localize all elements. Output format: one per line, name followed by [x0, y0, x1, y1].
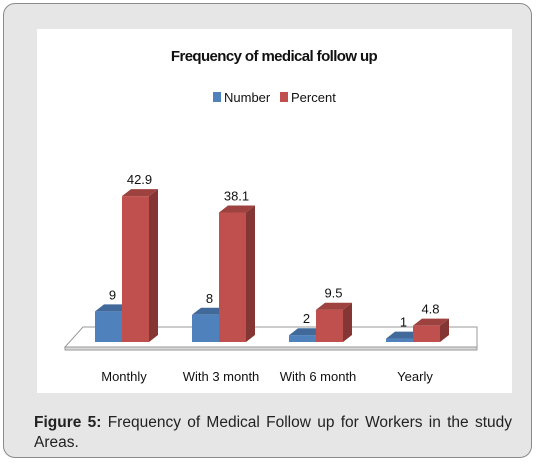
floor-edge	[64, 346, 478, 351]
legend-swatch-percent	[280, 92, 288, 102]
data-label-percent-yearly: 4.8	[421, 302, 439, 317]
legend-label-percent: Percent	[291, 90, 336, 105]
data-label-percent-with-3-month: 38.1	[224, 188, 249, 203]
data-label-number-monthly: 9	[109, 287, 116, 302]
labels-layer: 9 42.9 Monthly 8 38.1 With 3 month 2 9.5 With 6 …	[101, 172, 439, 384]
bar-front	[192, 314, 219, 342]
bar-top	[219, 205, 255, 213]
chart-legend: Number Percent	[213, 90, 336, 105]
figure-card: Frequency of medical follow up Number Pe…	[3, 3, 532, 458]
bar-front	[386, 338, 413, 342]
bar-side	[343, 302, 352, 342]
data-label-number-yearly: 1	[400, 315, 407, 330]
bar-front	[219, 212, 246, 342]
bar-percent-monthly	[122, 189, 158, 342]
chart-title: Frequency of medical follow up	[171, 48, 378, 65]
bar-top	[122, 189, 158, 197]
bar-top	[316, 302, 352, 310]
data-label-number-with-6-month: 2	[303, 311, 310, 326]
bar-front	[95, 311, 122, 342]
bar-side	[246, 205, 255, 342]
bar-percent-with-3-month	[219, 205, 255, 342]
bar-percent-with-6-month	[316, 302, 352, 342]
chart-floor	[63, 326, 478, 351]
data-label-percent-monthly: 42.9	[127, 172, 152, 187]
bar-front	[122, 196, 149, 342]
bar-side	[149, 189, 158, 342]
bar-front	[289, 335, 316, 342]
bar-side	[440, 318, 449, 342]
tick-label-monthly: Monthly	[101, 369, 147, 384]
plot-area: Frequency of medical follow up Number Pe…	[37, 29, 512, 393]
caption-label: Figure 5:	[34, 414, 102, 431]
bar-front	[413, 325, 440, 342]
legend-swatch-number	[213, 92, 221, 102]
tick-label-with-6-month: With 6 month	[280, 369, 357, 384]
bar-top	[413, 318, 449, 326]
data-label-percent-with-6-month: 9.5	[324, 286, 342, 301]
data-label-number-with-3-month: 8	[206, 291, 213, 306]
bar-front	[316, 309, 343, 342]
caption-text: Frequency of Medical Follow up for Worke…	[34, 414, 512, 451]
bar-percent-yearly	[413, 318, 449, 342]
bar-chart: Frequency of medical follow up Number Pe…	[63, 48, 478, 384]
tick-label-with-3-month: With 3 month	[183, 369, 260, 384]
tick-label-yearly: Yearly	[397, 369, 433, 384]
bars-layer	[95, 189, 449, 342]
legend-label-number: Number	[224, 90, 271, 105]
figure-caption: Figure 5: Frequency of Medical Follow up…	[34, 413, 512, 453]
